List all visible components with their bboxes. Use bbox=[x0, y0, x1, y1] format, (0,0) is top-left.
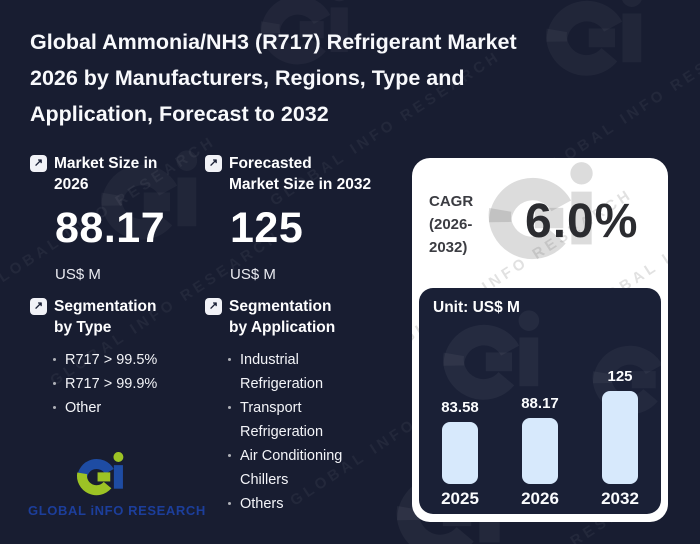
segment-title: Segmentation by Type bbox=[54, 296, 156, 338]
segmentation-by-type: ↗ Segmentation by Type R717 > 99.5% R717… bbox=[30, 296, 206, 420]
cagr-label: CAGR (2026-2032) bbox=[429, 193, 474, 256]
bar-chart-panel: Unit: US$ M 83.58 2025 88.17 2026 125 20… bbox=[419, 288, 661, 514]
bullet-icon bbox=[53, 358, 56, 361]
stat-title-line: 2026 bbox=[54, 176, 89, 193]
bullet-icon bbox=[53, 382, 56, 385]
bar-group-2032: 125 2032 bbox=[590, 368, 650, 509]
bullet-icon bbox=[228, 502, 231, 505]
bar-2026 bbox=[522, 418, 558, 484]
page-title-line: 2026 by Manufacturers, Regions, Type and bbox=[30, 66, 465, 90]
list-item: Others bbox=[228, 492, 381, 516]
list-item: Air Conditioning Chillers bbox=[228, 444, 381, 492]
stat-unit: US$ M bbox=[230, 266, 276, 283]
stat-market-size-2026: ↗ Market Size in 2026 88.17 US$ M bbox=[30, 153, 206, 283]
segment-item-list: Industrial Refrigeration Transport Refri… bbox=[228, 348, 381, 516]
bullet-icon bbox=[53, 406, 56, 409]
bullet-icon bbox=[228, 406, 231, 409]
stat-title-line: Forecasted bbox=[229, 155, 312, 172]
stat-unit: US$ M bbox=[55, 266, 101, 283]
bar-data-label: 88.17 bbox=[521, 395, 559, 413]
list-item-label: Others bbox=[240, 496, 284, 512]
arrow-up-right-icon: ↗ bbox=[30, 298, 47, 315]
arrow-up-right-icon: ↗ bbox=[205, 298, 222, 315]
bullet-icon bbox=[228, 358, 231, 361]
list-item-label: R717 > 99.9% bbox=[65, 376, 158, 392]
arrow-glyph: ↗ bbox=[33, 157, 44, 169]
list-item: Other bbox=[53, 396, 206, 420]
segment-title-line: by Application bbox=[229, 319, 336, 336]
arrow-glyph: ↗ bbox=[208, 300, 219, 312]
list-item-label: Air Conditioning Chillers bbox=[240, 448, 343, 488]
list-item-label: Industrial Refrigeration bbox=[240, 352, 324, 392]
stat-value: 125 bbox=[230, 204, 304, 252]
stat-title-line: Market Size in bbox=[54, 155, 158, 172]
bar-group-2026: 88.17 2026 bbox=[510, 395, 570, 509]
list-item: R717 > 99.9% bbox=[53, 372, 206, 396]
arrow-up-right-icon: ↗ bbox=[30, 155, 47, 172]
cagr-chart-card: GLOBAL INFO RESEARCH GLOBAL INFO RESEARC… bbox=[412, 158, 668, 522]
list-item: Industrial Refrigeration bbox=[228, 348, 381, 396]
list-item-label: R717 > 99.5% bbox=[65, 352, 158, 368]
bar-group-2025: 83.58 2025 bbox=[430, 399, 490, 509]
bar-data-label: 125 bbox=[607, 368, 633, 385]
stat-title-line: Market Size in 2032 bbox=[229, 176, 372, 193]
segment-title-line: Segmentation bbox=[229, 298, 332, 315]
bar-data-label: 83.58 bbox=[441, 398, 479, 416]
chart-unit-label: Unit: US$ M bbox=[433, 299, 520, 316]
bar-2032 bbox=[602, 391, 638, 484]
segment-title-line: by Type bbox=[54, 319, 112, 336]
page-title-line: Application, Forecast to 2032 bbox=[30, 102, 329, 126]
stat-title: Forecasted Market Size in 2032 bbox=[229, 153, 371, 195]
global-info-research-logo: GLOBAL iNFO RESEARCH bbox=[28, 452, 206, 518]
list-item-label: Other bbox=[65, 400, 102, 416]
gi-logo-icon bbox=[76, 452, 124, 496]
stat-forecast-size-2032: ↗ Forecasted Market Size in 2032 125 US$… bbox=[205, 153, 381, 283]
arrow-up-right-icon: ↗ bbox=[205, 155, 222, 172]
stat-title: Market Size in 2026 bbox=[54, 153, 157, 195]
bar-category-label: 2025 bbox=[441, 489, 479, 508]
segmentation-by-application: ↗ Segmentation by Application Industrial… bbox=[205, 296, 381, 516]
bar-category-label: 2026 bbox=[521, 489, 559, 508]
page-title-line: Global Ammonia/NH3 (R717) Refrigerant Ma… bbox=[30, 30, 517, 54]
bar-category-label: 2032 bbox=[601, 489, 639, 508]
page-title: Global Ammonia/NH3 (R717) Refrigerant Ma… bbox=[30, 24, 670, 132]
bar-chart: 83.58 2025 88.17 2026 125 2032 bbox=[419, 368, 661, 509]
list-item-label: Transport Refrigeration bbox=[240, 400, 324, 440]
list-item: Transport Refrigeration bbox=[228, 396, 381, 444]
segment-title: Segmentation by Application bbox=[229, 296, 335, 338]
logo-wordmark: GLOBAL iNFO RESEARCH bbox=[28, 503, 206, 518]
arrow-glyph: ↗ bbox=[208, 157, 219, 169]
list-item: R717 > 99.5% bbox=[53, 348, 206, 372]
arrow-glyph: ↗ bbox=[33, 300, 44, 312]
segment-title-line: Segmentation bbox=[54, 298, 157, 315]
stat-value: 88.17 bbox=[55, 204, 166, 252]
cagr-value: 6.0% bbox=[525, 195, 639, 248]
bullet-icon bbox=[228, 454, 231, 457]
bar-2025 bbox=[442, 421, 478, 484]
segment-item-list: R717 > 99.5% R717 > 99.9% Other bbox=[53, 348, 206, 420]
